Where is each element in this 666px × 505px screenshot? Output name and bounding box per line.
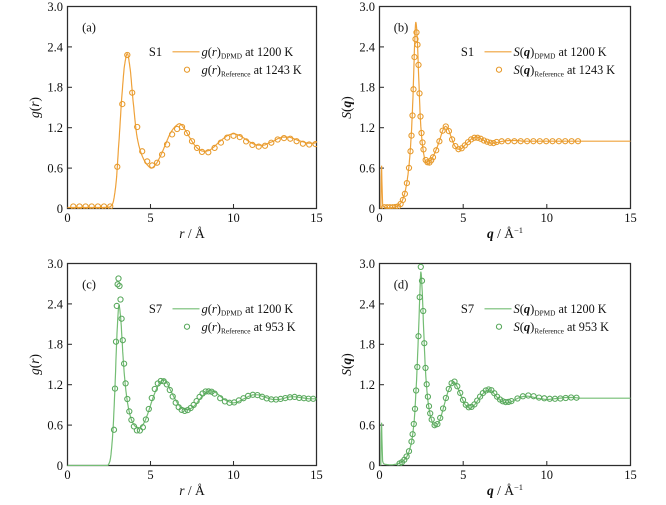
svg-text:5: 5	[147, 468, 153, 482]
svg-text:3.0: 3.0	[47, 0, 63, 14]
svg-text:2.4: 2.4	[47, 40, 63, 54]
svg-text:0: 0	[369, 459, 375, 473]
svg-text:2.4: 2.4	[47, 297, 63, 311]
svg-text:15: 15	[310, 468, 323, 482]
svg-text:0: 0	[376, 468, 382, 482]
svg-text:5: 5	[147, 211, 153, 225]
svg-text:(a): (a)	[82, 20, 96, 34]
svg-text:(b): (b)	[394, 20, 409, 34]
svg-text:0.6: 0.6	[359, 419, 375, 433]
svg-text:1.2: 1.2	[359, 378, 375, 392]
svg-text:5: 5	[460, 211, 466, 225]
svg-text:15: 15	[624, 211, 637, 225]
svg-text:0.6: 0.6	[47, 419, 63, 433]
svg-text:g(r): g(r)	[27, 354, 42, 375]
svg-text:r / Å: r / Å	[179, 483, 205, 498]
svg-text:g(r)DPMD at 1200 K: g(r)DPMD at 1200 K	[202, 45, 294, 61]
svg-text:5: 5	[460, 468, 466, 482]
svg-text:S7: S7	[149, 302, 162, 316]
svg-text:10: 10	[227, 468, 240, 482]
svg-text:S1: S1	[149, 45, 162, 59]
svg-text:g(r)Reference at 1243 K: g(r)Reference at 1243 K	[202, 63, 302, 79]
svg-text:0: 0	[369, 202, 375, 216]
svg-text:1.2: 1.2	[47, 378, 63, 392]
svg-text:S1: S1	[461, 45, 474, 59]
svg-text:3.0: 3.0	[47, 257, 63, 271]
svg-text:(d): (d)	[394, 277, 409, 291]
svg-text:1.8: 1.8	[47, 81, 63, 95]
svg-text:2.4: 2.4	[359, 40, 375, 54]
svg-text:15: 15	[310, 211, 323, 225]
svg-text:10: 10	[541, 468, 554, 482]
svg-text:1.2: 1.2	[359, 121, 375, 135]
svg-text:S(q)DPMD at 1200 K: S(q)DPMD at 1200 K	[514, 45, 607, 61]
svg-text:3.0: 3.0	[359, 0, 375, 14]
svg-text:0.6: 0.6	[47, 162, 63, 176]
svg-text:r / Å: r / Å	[179, 226, 205, 241]
svg-text:S7: S7	[461, 302, 474, 316]
svg-text:S(q)Reference at 1243 K: S(q)Reference at 1243 K	[514, 63, 616, 79]
svg-text:g(r)DPMD at 1200 K: g(r)DPMD at 1200 K	[202, 302, 294, 318]
svg-text:0: 0	[57, 459, 63, 473]
svg-text:2.4: 2.4	[359, 297, 375, 311]
svg-text:S(q)DPMD at 1200 K: S(q)DPMD at 1200 K	[514, 302, 607, 318]
svg-text:1.2: 1.2	[47, 121, 63, 135]
svg-text:1.8: 1.8	[359, 81, 375, 95]
svg-text:10: 10	[541, 211, 554, 225]
svg-text:1.8: 1.8	[47, 338, 63, 352]
svg-text:S(q): S(q)	[339, 96, 354, 119]
svg-text:0: 0	[64, 468, 70, 482]
svg-text:0: 0	[57, 202, 63, 216]
svg-text:(c): (c)	[82, 277, 96, 291]
svg-text:0.6: 0.6	[359, 162, 375, 176]
svg-text:3.0: 3.0	[359, 257, 375, 271]
svg-text:10: 10	[227, 211, 240, 225]
svg-text:0: 0	[376, 211, 382, 225]
svg-text:15: 15	[624, 468, 637, 482]
svg-text:g(r): g(r)	[27, 97, 42, 118]
svg-text:0: 0	[64, 211, 70, 225]
svg-text:1.8: 1.8	[359, 338, 375, 352]
svg-text:S(q): S(q)	[339, 353, 354, 376]
